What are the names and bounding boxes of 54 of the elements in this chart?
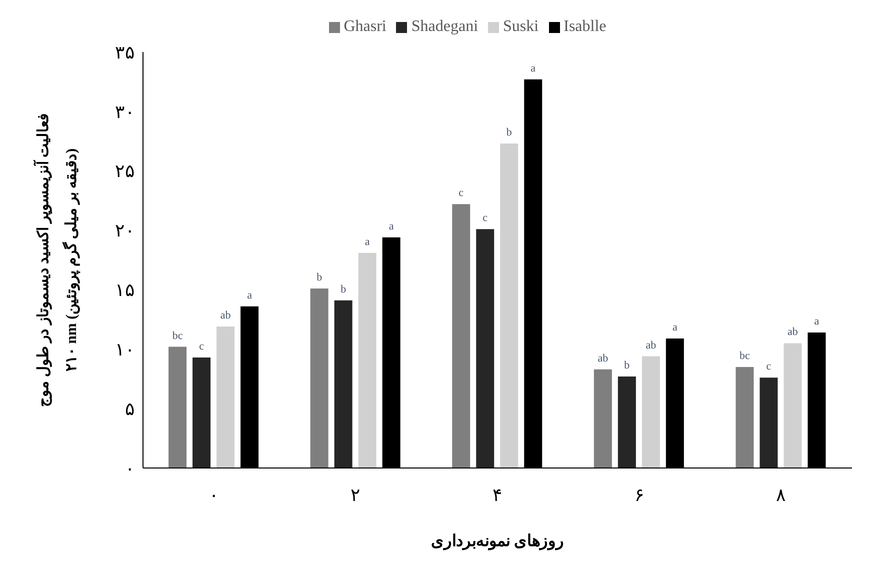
data-label: c <box>482 212 488 224</box>
data-label: b <box>624 359 630 372</box>
y-tick-label: ۳۵ <box>115 42 135 62</box>
bar <box>192 357 211 468</box>
y-tick-label: ۵ <box>125 398 135 419</box>
legend-label: Isablle <box>564 18 606 35</box>
bar <box>216 326 235 468</box>
bar <box>476 229 494 468</box>
data-label: c <box>458 187 464 200</box>
bar <box>594 369 612 468</box>
data-label: a <box>672 321 678 334</box>
bar <box>618 376 636 468</box>
bar <box>452 204 470 468</box>
y-tick-label: ۱۵ <box>115 280 135 300</box>
data-label: a <box>364 236 370 248</box>
y-tick-label: ۲۵ <box>115 161 135 182</box>
data-label: bc <box>172 330 183 342</box>
data-label: ab <box>788 326 798 338</box>
y-axis-title: فعالیت آنزیمسوپر اکسید دیسموتاز در طول موج ۲۱۰ nm (دقیقه بر میلی گرم پروتئین) <box>33 113 81 407</box>
data-label: b <box>506 126 512 139</box>
x-tick-label: ۰ <box>208 484 219 505</box>
bar <box>310 288 328 468</box>
x-axis-title: روزهای نمونه‌برداری <box>431 533 564 551</box>
data-label: bc <box>740 350 750 362</box>
bar <box>784 343 802 468</box>
y-tick-label: ۰ <box>125 458 135 478</box>
y-tick-label: ۱۰ <box>115 340 135 360</box>
data-label: a <box>388 220 394 232</box>
data-label: b <box>316 272 323 284</box>
data-label: ab <box>646 339 657 352</box>
data-label: a <box>814 316 820 328</box>
data-label: c <box>199 340 204 352</box>
bar <box>358 252 376 468</box>
x-tick-label: ۴ <box>492 484 502 505</box>
x-tick-label: ۲ <box>350 484 361 505</box>
bar <box>334 300 352 468</box>
data-label: ab <box>598 352 609 364</box>
y-tick-label: ۲۰ <box>115 220 135 241</box>
bar <box>168 346 187 468</box>
x-tick-label: ۸ <box>776 484 786 505</box>
legend-label: Shadegani <box>411 18 478 35</box>
legend-label: Ghasri <box>344 18 386 35</box>
data-label: a <box>247 289 252 302</box>
data-label: ab <box>220 310 232 322</box>
data-label: a <box>530 62 536 74</box>
x-tick-label: ۶ <box>634 484 644 505</box>
data-label: c <box>766 360 772 373</box>
y-tick-label: ۳۰ <box>115 102 135 122</box>
bar <box>642 356 660 468</box>
legend-label: Suski <box>503 18 539 35</box>
data-label: b <box>340 283 347 296</box>
bar <box>736 366 754 468</box>
bar <box>500 144 518 468</box>
bar <box>760 378 778 468</box>
